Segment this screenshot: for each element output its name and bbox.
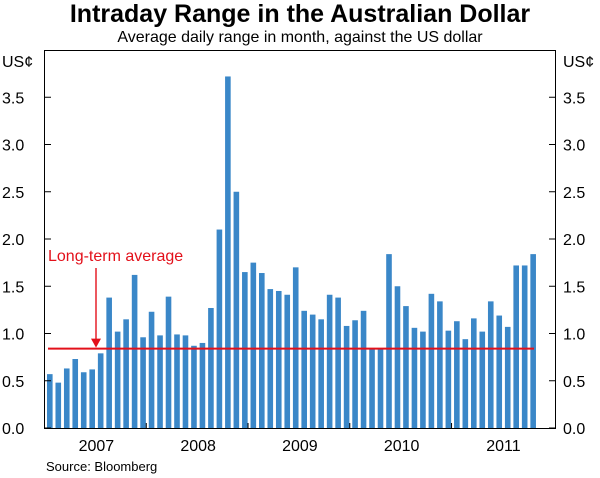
chart-title: Intraday Range in the Australian Dollar: [69, 0, 531, 28]
x-tick-label-year: 2008: [180, 438, 216, 455]
bar: [428, 293, 435, 428]
y-tick-label-left: 0.0: [2, 421, 24, 438]
x-tick-label-year: 2010: [384, 438, 420, 455]
bar: [233, 191, 240, 428]
y-tick-label-right: 2.5: [563, 185, 585, 202]
bar: [148, 311, 155, 428]
bar: [437, 301, 443, 428]
bar: [504, 326, 511, 428]
bar: [369, 348, 375, 428]
bar: [250, 262, 257, 429]
bar: [72, 359, 79, 428]
bar: [445, 330, 452, 428]
bar: [174, 334, 180, 428]
y-tick-label-left: 2.0: [2, 232, 24, 249]
bar: [140, 337, 146, 428]
bar: [394, 286, 401, 428]
bar: [403, 306, 409, 428]
bar: [343, 325, 350, 428]
bar: [284, 294, 291, 428]
bar: [106, 297, 112, 428]
bar: [182, 335, 189, 428]
bar: [157, 335, 163, 428]
bar: [513, 265, 519, 428]
bar: [411, 327, 418, 428]
bar: [191, 345, 197, 428]
bar: [208, 307, 214, 428]
y-tick-label-left: 3.5: [2, 90, 24, 107]
annotation-arrow-head: [91, 338, 101, 348]
bar: [352, 320, 358, 428]
bar: [487, 301, 494, 428]
bar: [114, 331, 121, 428]
bar: [55, 382, 62, 428]
bar: [462, 339, 469, 428]
bar: [318, 319, 324, 428]
y-axis-label-right: US¢: [563, 54, 594, 71]
y-tick-label-right: 0.5: [563, 374, 585, 391]
x-tick-label-year: 2009: [282, 438, 318, 455]
bar: [496, 315, 503, 428]
bar: [360, 310, 367, 428]
y-tick-label-left: 3.0: [2, 138, 24, 155]
bar: [123, 319, 129, 428]
bar: [97, 353, 104, 428]
x-tick-label-year: 2011: [486, 438, 521, 455]
bar: [267, 289, 274, 428]
bar: [386, 254, 392, 428]
bar: [454, 321, 460, 428]
bar: [479, 331, 486, 428]
y-tick-label-left: 1.0: [2, 327, 24, 344]
bar: [242, 272, 248, 428]
bar: [521, 265, 528, 428]
bar: [225, 76, 231, 429]
source-note: Source: Bloomberg: [46, 459, 158, 474]
bar: [216, 229, 223, 428]
y-axis-label-left: US¢: [2, 54, 33, 71]
y-tick-label-left: 0.5: [2, 374, 24, 391]
long-term-average-annotation: Long-term average: [48, 248, 183, 265]
bar: [259, 273, 265, 428]
bar: [275, 290, 282, 428]
y-tick-label-left: 2.5: [2, 185, 24, 202]
bar: [420, 331, 426, 428]
bar: [377, 348, 384, 428]
bar: [47, 374, 53, 428]
y-tick-label-right: 0.0: [563, 421, 585, 438]
plot-frame: [44, 50, 556, 429]
y-tick-label-right: 1.5: [563, 279, 585, 296]
bar: [335, 297, 341, 428]
chart-subtitle: Average daily range in month, against th…: [117, 29, 483, 46]
y-tick-label-right: 3.0: [563, 138, 585, 155]
bar: [89, 369, 95, 428]
bar: [63, 368, 70, 428]
bar: [326, 294, 333, 428]
bar: [199, 342, 206, 428]
bar: [530, 254, 536, 428]
bar: [301, 310, 307, 428]
bar: [309, 314, 316, 428]
y-tick-label-right: 1.0: [563, 327, 585, 344]
y-tick-label-right: 3.5: [563, 90, 585, 107]
x-tick-label-year: 2007: [79, 438, 115, 455]
bar: [80, 372, 87, 428]
y-tick-label-left: 1.5: [2, 279, 24, 296]
bar: [131, 274, 138, 428]
bar: [471, 318, 477, 428]
y-tick-label-right: 2.0: [563, 232, 585, 249]
bar: [165, 296, 172, 428]
